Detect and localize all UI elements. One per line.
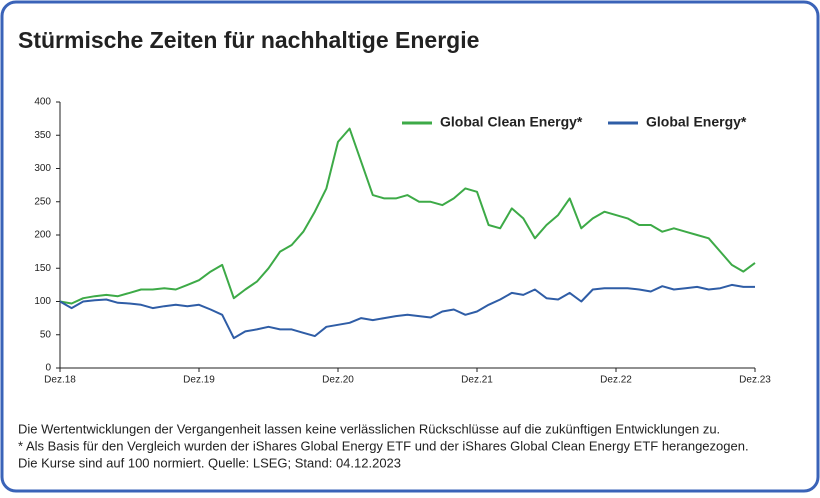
legend-label: Global Clean Energy* [440, 114, 583, 130]
y-tick-label: 0 [45, 363, 51, 374]
series-line [59, 283, 755, 340]
chart-title: Stürmische Zeiten für nachhaltige Energi… [18, 27, 479, 53]
x-tick-label: Dez.18 [44, 375, 76, 386]
y-tick-label: 400 [34, 97, 51, 108]
y-tick-label: 50 [40, 329, 52, 340]
note: * Als Basis für den Vergleich wurden der… [18, 438, 749, 453]
y-tick-label: 350 [34, 130, 51, 141]
legend-label: Global Energy* [646, 114, 747, 130]
x-tick-label: Dez.19 [183, 375, 215, 386]
note: Die Wertentwicklungen der Vergangenheit … [18, 421, 720, 436]
note: Die Kurse sind auf 100 normiert. Quelle:… [18, 455, 401, 470]
x-tick-label: Dez.23 [739, 375, 771, 386]
x-tick-label: Dez.20 [322, 375, 354, 386]
x-tick-label: Dez.22 [600, 375, 632, 386]
y-tick-label: 250 [34, 196, 51, 207]
y-tick-label: 300 [34, 163, 51, 174]
y-tick-label: 100 [34, 296, 51, 307]
x-tick-label: Dez.21 [461, 375, 493, 386]
series-line [59, 127, 756, 305]
y-tick-label: 150 [34, 263, 51, 274]
y-tick-label: 200 [34, 230, 51, 241]
